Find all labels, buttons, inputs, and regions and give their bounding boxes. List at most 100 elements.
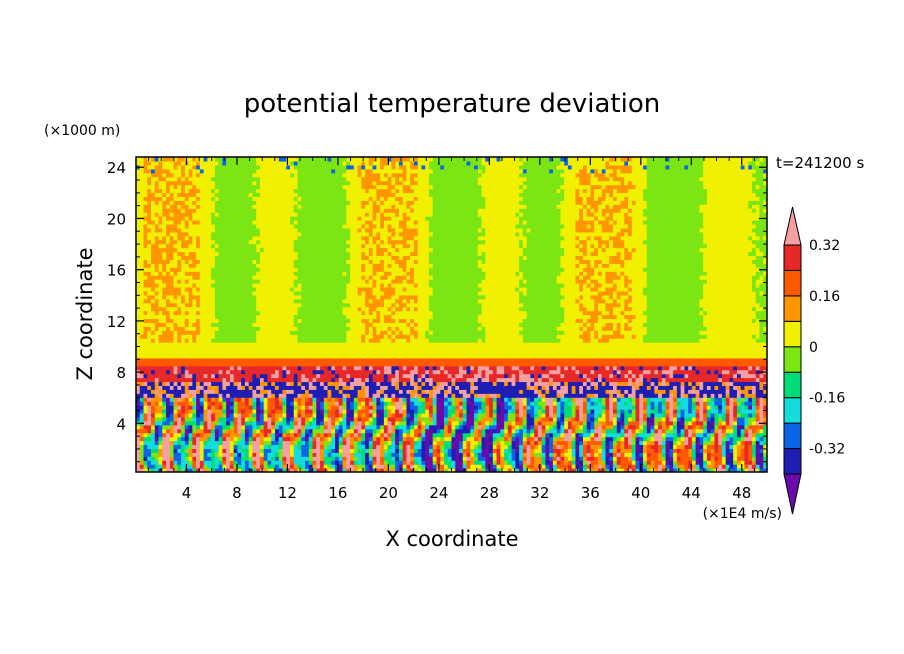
- field-cell: [474, 456, 479, 461]
- field-cell: [335, 444, 340, 449]
- field-cell: [169, 412, 175, 418]
- field-cell: [462, 432, 468, 438]
- field-cell: [338, 369, 344, 375]
- field-cell: [406, 428, 411, 434]
- field-cell: [586, 424, 592, 430]
- field-cell: [706, 416, 712, 422]
- field-cell: [564, 377, 569, 383]
- field-cell: [421, 428, 426, 434]
- field-cell: [684, 405, 689, 410]
- field-cell: [688, 365, 693, 371]
- field-cell: [447, 468, 453, 472]
- field-cell: [357, 405, 362, 410]
- field-cell: [244, 369, 250, 375]
- field-cell: [282, 424, 287, 430]
- field-cell: [534, 381, 539, 386]
- field-cell: [729, 464, 734, 469]
- field-cell: [571, 381, 577, 386]
- field-cell: [504, 397, 509, 402]
- field-cell: [451, 353, 456, 359]
- field-cell: [278, 405, 284, 410]
- field-cell: [605, 428, 610, 434]
- field-cell: [383, 369, 389, 375]
- field-cell: [511, 456, 516, 461]
- field-cell: [470, 436, 475, 442]
- field-cell: [564, 436, 569, 442]
- field-cell: [492, 452, 498, 457]
- field-cell: [684, 432, 689, 438]
- field-cell: [534, 397, 539, 402]
- field-cell: [169, 385, 175, 390]
- field-cell: [703, 357, 708, 363]
- field-cell: [229, 424, 235, 430]
- field-cell: [669, 420, 674, 426]
- field-cell: [451, 464, 456, 469]
- field-cell: [380, 353, 385, 359]
- field-cell: [387, 381, 393, 386]
- field-cell: [455, 393, 460, 398]
- field-cell: [616, 397, 622, 402]
- field-cell: [413, 385, 419, 390]
- field-cell: [320, 420, 325, 426]
- field-cell: [177, 412, 182, 418]
- field-cell: [383, 377, 389, 383]
- field-cell: [601, 385, 607, 390]
- field-cell: [665, 464, 670, 469]
- field-cell: [609, 460, 614, 465]
- field-cell: [154, 412, 160, 418]
- field-cell: [357, 373, 362, 379]
- field-cell: [684, 409, 689, 414]
- field-cell: [338, 460, 344, 465]
- field-cell: [624, 440, 629, 446]
- field-cell: [432, 401, 438, 406]
- field-cell: [248, 448, 254, 453]
- field-cell: [552, 424, 558, 430]
- field-cell: [500, 389, 505, 394]
- field-cell: [628, 369, 633, 375]
- field-cell: [196, 444, 201, 449]
- field-cell: [256, 405, 261, 410]
- field-cell: [504, 464, 509, 469]
- field-cell: [485, 389, 490, 394]
- field-cell: [470, 361, 475, 367]
- field-cell: [545, 420, 550, 426]
- field-cell: [552, 373, 558, 379]
- field-cell: [706, 405, 712, 410]
- field-cell: [654, 412, 659, 418]
- field-cell: [763, 393, 767, 398]
- field-cell: [271, 373, 276, 379]
- field-cell: [387, 405, 393, 410]
- field-cell: [154, 409, 160, 414]
- field-cell: [350, 468, 355, 472]
- field-cell: [346, 401, 351, 406]
- field-cell: [327, 448, 332, 453]
- field-cell: [710, 468, 716, 472]
- field-cell: [522, 416, 528, 422]
- field-cell: [643, 448, 648, 453]
- field-cell: [244, 377, 250, 383]
- field-cell: [609, 361, 614, 367]
- field-cell: [635, 381, 640, 386]
- field-cell: [534, 377, 539, 383]
- field-cell: [162, 409, 167, 414]
- field-cell: [736, 420, 742, 426]
- field-cell: [496, 468, 501, 472]
- field-cell: [263, 424, 269, 430]
- field-cell: [274, 361, 280, 367]
- field-cell: [751, 444, 757, 449]
- field-cell: [748, 456, 753, 461]
- field-cell: [316, 377, 321, 383]
- field-cell: [196, 373, 201, 379]
- field-cell: [413, 353, 419, 359]
- field-cell: [673, 412, 678, 418]
- field-cell: [447, 428, 453, 434]
- field-cell: [718, 405, 723, 410]
- field-cell: [684, 381, 689, 386]
- field-cell: [519, 385, 524, 390]
- field-cell: [199, 365, 205, 371]
- field-cell: [203, 361, 208, 367]
- field-cell: [151, 468, 156, 472]
- field-cell: [552, 357, 558, 363]
- field-cell: [331, 373, 336, 379]
- field-cell: [639, 432, 644, 438]
